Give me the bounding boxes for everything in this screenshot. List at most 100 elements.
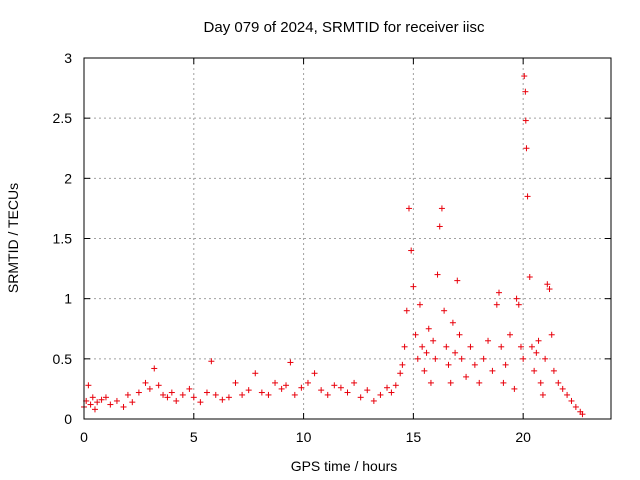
data-point <box>438 205 445 212</box>
data-point <box>432 355 439 362</box>
data-point <box>456 331 463 338</box>
data-point <box>351 379 358 386</box>
data-point <box>548 331 555 338</box>
data-point <box>245 387 252 394</box>
data-point <box>384 384 391 391</box>
data-point <box>155 382 162 389</box>
data-point <box>405 205 412 212</box>
x-tick-label: 0 <box>80 429 88 445</box>
data-point <box>190 394 197 401</box>
data-point <box>212 391 219 398</box>
data-point <box>219 396 226 403</box>
data-point <box>572 403 579 410</box>
data-point <box>151 365 158 372</box>
data-point <box>164 394 171 401</box>
data-point <box>542 355 549 362</box>
y-tick-label: 1 <box>64 291 72 307</box>
data-point <box>179 391 186 398</box>
data-point <box>304 379 311 386</box>
data-point <box>278 385 285 392</box>
data-point <box>419 343 426 350</box>
data-point <box>337 384 344 391</box>
data-point <box>423 349 430 356</box>
data-point <box>489 367 496 374</box>
data-point <box>471 361 478 368</box>
tick-layer <box>83 57 611 420</box>
data-point <box>401 343 408 350</box>
data-point <box>258 389 265 396</box>
data-point <box>443 343 450 350</box>
data-point <box>298 384 305 391</box>
data-point <box>283 382 290 389</box>
data-point <box>89 394 96 401</box>
data-point <box>129 399 136 406</box>
x-tick-label: 10 <box>296 429 312 445</box>
data-point <box>146 385 153 392</box>
data-point <box>252 370 259 377</box>
data-point <box>287 359 294 366</box>
data-point <box>480 355 487 362</box>
data-point <box>331 382 338 389</box>
data-point <box>291 391 298 398</box>
data-point <box>524 193 531 200</box>
data-point <box>521 73 528 80</box>
x-tick-label: 15 <box>406 429 422 445</box>
data-point <box>113 397 120 404</box>
data-point <box>232 379 239 386</box>
data-point <box>173 397 180 404</box>
data-point <box>517 343 524 350</box>
data-point <box>430 337 437 344</box>
data-point <box>414 355 421 362</box>
plot-frame <box>83 57 612 420</box>
data-point <box>203 389 210 396</box>
data-point <box>318 387 325 394</box>
data-point <box>410 283 417 290</box>
data-point <box>564 391 571 398</box>
data-point <box>197 399 204 406</box>
data-point <box>458 355 465 362</box>
data-point <box>544 281 551 288</box>
data-point <box>397 370 404 377</box>
data-point <box>324 391 331 398</box>
data-point <box>447 379 454 386</box>
data-point <box>515 301 522 308</box>
data-point <box>85 382 92 389</box>
data-point <box>533 349 540 356</box>
data-point <box>94 399 101 406</box>
data-point <box>485 337 492 344</box>
data-point <box>476 379 483 386</box>
data-point <box>546 286 553 293</box>
data-point <box>445 361 452 368</box>
data-point <box>357 394 364 401</box>
data-point <box>135 389 142 396</box>
data-point <box>107 401 114 408</box>
data-point <box>523 145 530 152</box>
y-tick-label: 2 <box>64 170 72 186</box>
data-point <box>311 370 318 377</box>
data-point <box>272 379 279 386</box>
data-point <box>364 387 371 394</box>
data-point <box>511 385 518 392</box>
data-point <box>399 361 406 368</box>
data-point <box>421 367 428 374</box>
y-tick-label: 0 <box>64 411 72 427</box>
data-point <box>513 295 520 302</box>
data-point <box>412 331 419 338</box>
y-tick-label: 3 <box>64 50 72 66</box>
x-tick-label: 5 <box>190 429 198 445</box>
data-point <box>467 343 474 350</box>
data-point <box>500 379 507 386</box>
data-point <box>463 373 470 380</box>
y-tick-label: 2.5 <box>53 110 73 126</box>
x-axis-label: GPS time / hours <box>291 458 398 474</box>
x-tick-labels: 0 5 10 15 20 <box>80 429 531 445</box>
data-point <box>555 379 562 386</box>
data-point <box>392 382 399 389</box>
data-point <box>120 403 127 410</box>
data-point <box>535 337 542 344</box>
data-point <box>208 358 215 365</box>
chart-title: Day 079 of 2024, SRMTID for receiver iis… <box>204 19 485 36</box>
data-point <box>502 361 509 368</box>
data-point <box>102 394 109 401</box>
data-point <box>416 301 423 308</box>
